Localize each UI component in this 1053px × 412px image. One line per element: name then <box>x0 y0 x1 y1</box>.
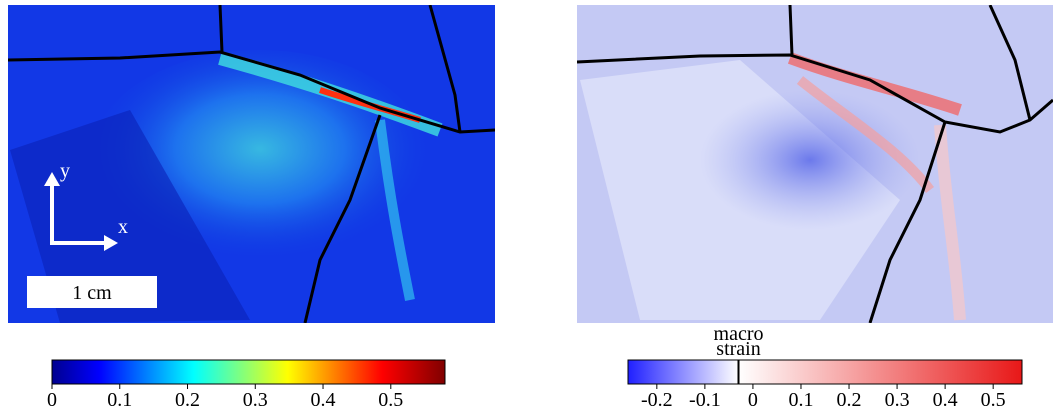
axis-label-y: y <box>60 160 70 182</box>
tick-label: 0 <box>748 389 758 411</box>
tick-label: -0.2 <box>641 389 673 411</box>
strain-map-right <box>577 5 1053 323</box>
marker-label: strain <box>716 338 760 360</box>
marker-label: macro <box>714 323 764 345</box>
scale-bar-label: 1 cm <box>72 282 112 304</box>
tick-label: 0.1 <box>788 389 813 411</box>
tick-label: 0.5 <box>378 389 403 411</box>
tick-label: 0.1 <box>107 389 132 411</box>
tick-label: 0 <box>47 389 57 411</box>
tick-label: 0.5 <box>981 389 1006 411</box>
colorbar-1 <box>627 359 1023 385</box>
tick-label: 0.4 <box>933 389 958 411</box>
tick-label: 0.2 <box>837 389 862 411</box>
strain-map-left <box>8 5 495 323</box>
tick-label: 0.3 <box>885 389 910 411</box>
tick-label: 0.2 <box>175 389 200 411</box>
scale-bar <box>27 276 157 308</box>
tick-label: -0.1 <box>689 389 721 411</box>
axis-label-x: x <box>118 216 128 238</box>
colorbar-0 <box>51 359 446 385</box>
tick-label: 0.4 <box>311 389 336 411</box>
tick-label: 0.3 <box>243 389 268 411</box>
axis-arrows: y x 1 cm <box>27 160 157 308</box>
